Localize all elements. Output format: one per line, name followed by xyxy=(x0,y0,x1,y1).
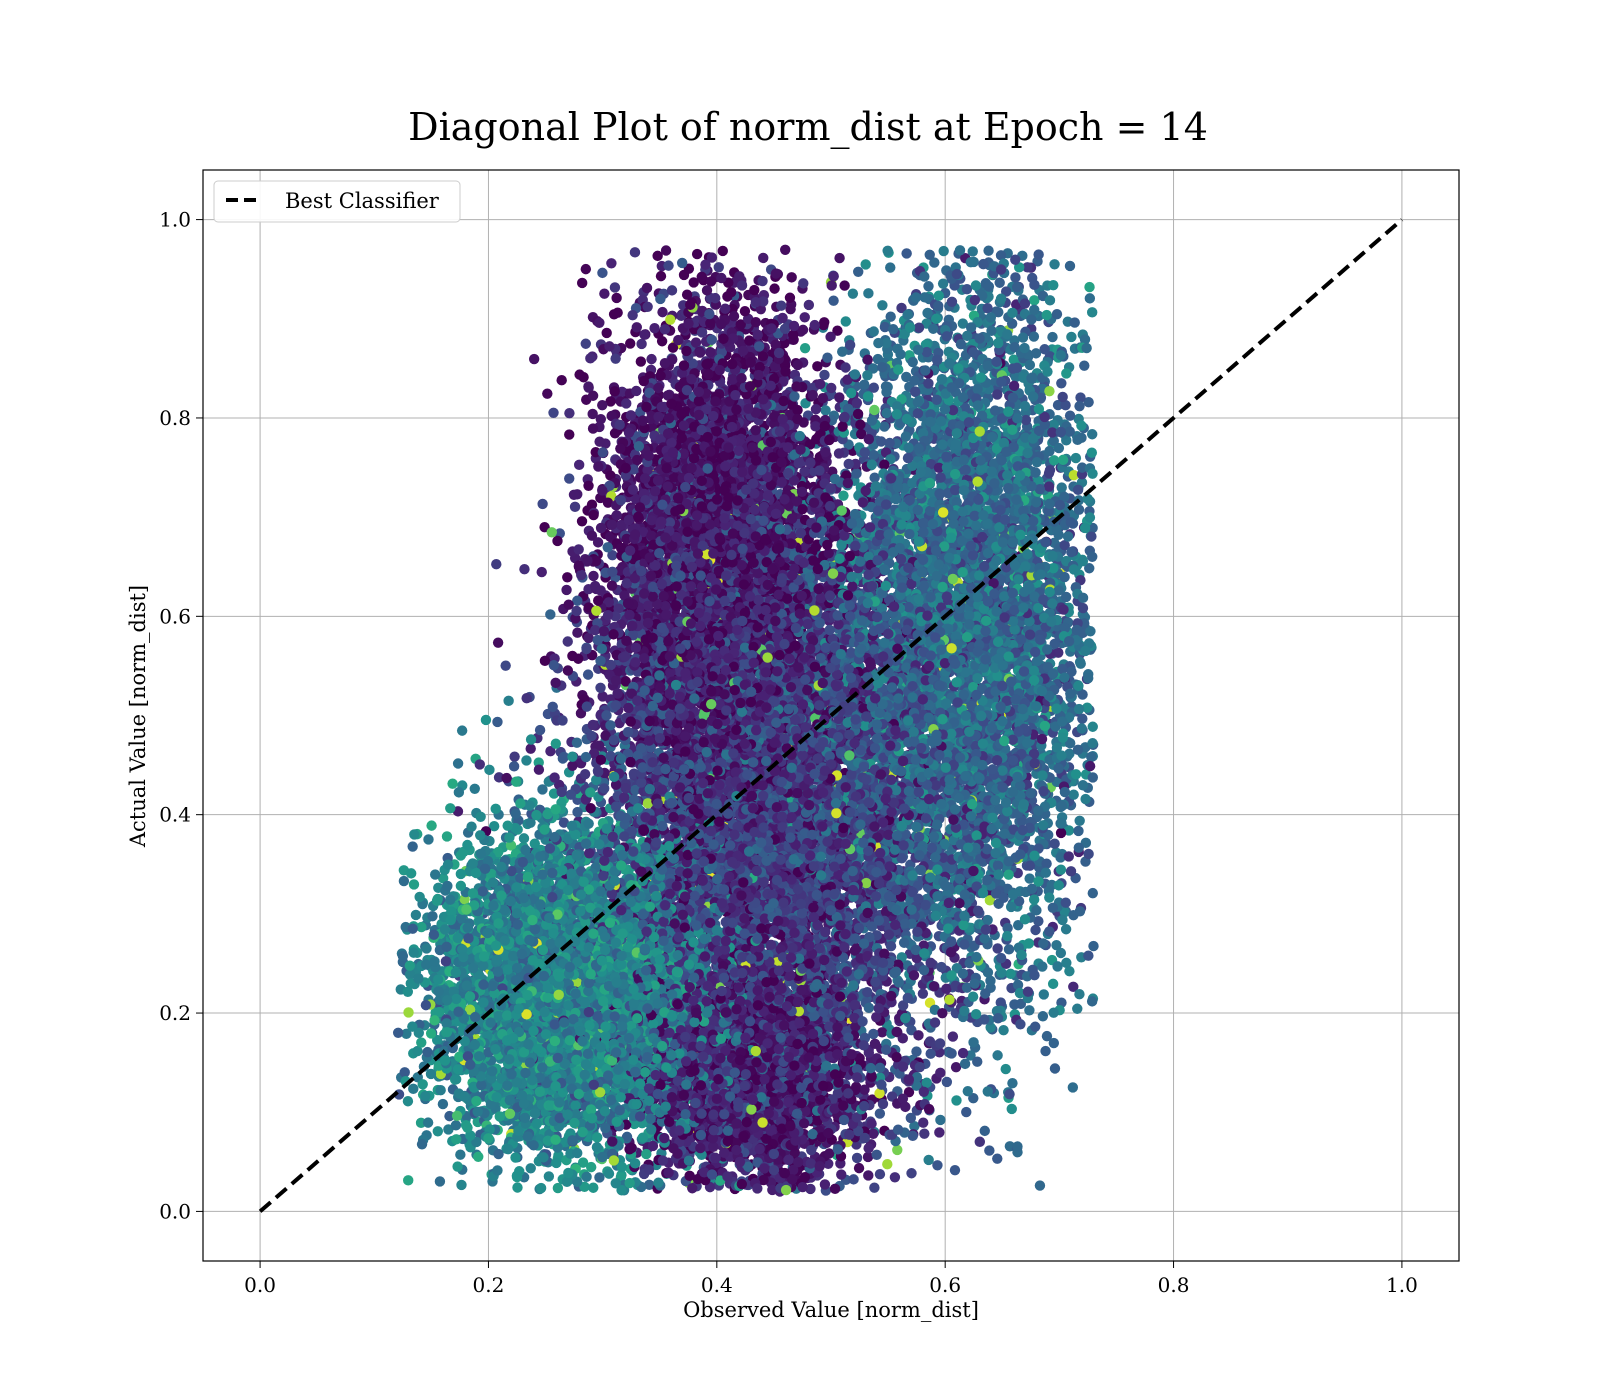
scatter-point xyxy=(545,609,556,620)
scatter-point xyxy=(769,283,780,294)
scatter-point xyxy=(408,1083,419,1095)
scatter-point xyxy=(561,584,572,596)
scatter-point xyxy=(1037,1011,1049,1022)
scatter-point xyxy=(583,480,594,491)
scatter-point xyxy=(1067,1082,1079,1093)
scatter-point xyxy=(429,869,441,880)
scatter-point xyxy=(525,743,536,754)
scatter-point xyxy=(564,473,575,484)
scatter-point xyxy=(1024,1005,1035,1016)
scatter-point xyxy=(949,1164,961,1176)
scatter-point xyxy=(961,1106,972,1118)
scatter-point xyxy=(587,719,599,731)
scatter-point xyxy=(484,764,495,776)
scatter-point xyxy=(1033,915,1044,927)
scatter-point xyxy=(896,302,907,314)
scatter-point xyxy=(950,1061,962,1073)
scatter-point xyxy=(441,831,453,842)
scatter-point xyxy=(597,267,608,279)
scatter-point xyxy=(839,280,850,291)
scatter-point xyxy=(907,356,918,368)
scatter-point xyxy=(1079,360,1090,371)
scatter-point xyxy=(758,252,769,264)
chart-title: Diagonal Plot of norm_dist at Epoch = 14 xyxy=(408,105,1208,150)
scatter-point xyxy=(606,258,617,269)
scatter-point xyxy=(836,1169,847,1180)
scatter-point xyxy=(803,299,815,311)
scatter-point xyxy=(951,1095,962,1106)
scatter-point xyxy=(402,1096,414,1107)
scatter-point xyxy=(967,991,979,1002)
scatter-point xyxy=(992,1153,1003,1164)
scatter-point xyxy=(1084,293,1096,304)
scatter-point xyxy=(974,1136,986,1147)
scatter-point xyxy=(1003,944,1015,955)
scatter-point xyxy=(780,244,791,255)
scatter-point xyxy=(863,1170,874,1181)
scatter-point xyxy=(1084,563,1095,574)
scatter-point xyxy=(423,834,434,845)
scatter-point xyxy=(525,1163,536,1174)
scatter-point xyxy=(885,311,896,322)
scatter-points xyxy=(392,244,1099,1197)
scatter-point xyxy=(892,1144,903,1156)
scatter-point xyxy=(609,282,621,293)
scatter-point xyxy=(863,288,874,299)
scatter-point xyxy=(543,1171,555,1182)
scatter-point xyxy=(1060,924,1072,935)
scatter-point xyxy=(983,245,994,256)
scatter-point xyxy=(536,566,547,578)
scatter-point xyxy=(1087,721,1098,732)
scatter-point xyxy=(601,327,612,339)
scatter-point xyxy=(434,1176,446,1187)
scatter-point xyxy=(1086,307,1098,318)
